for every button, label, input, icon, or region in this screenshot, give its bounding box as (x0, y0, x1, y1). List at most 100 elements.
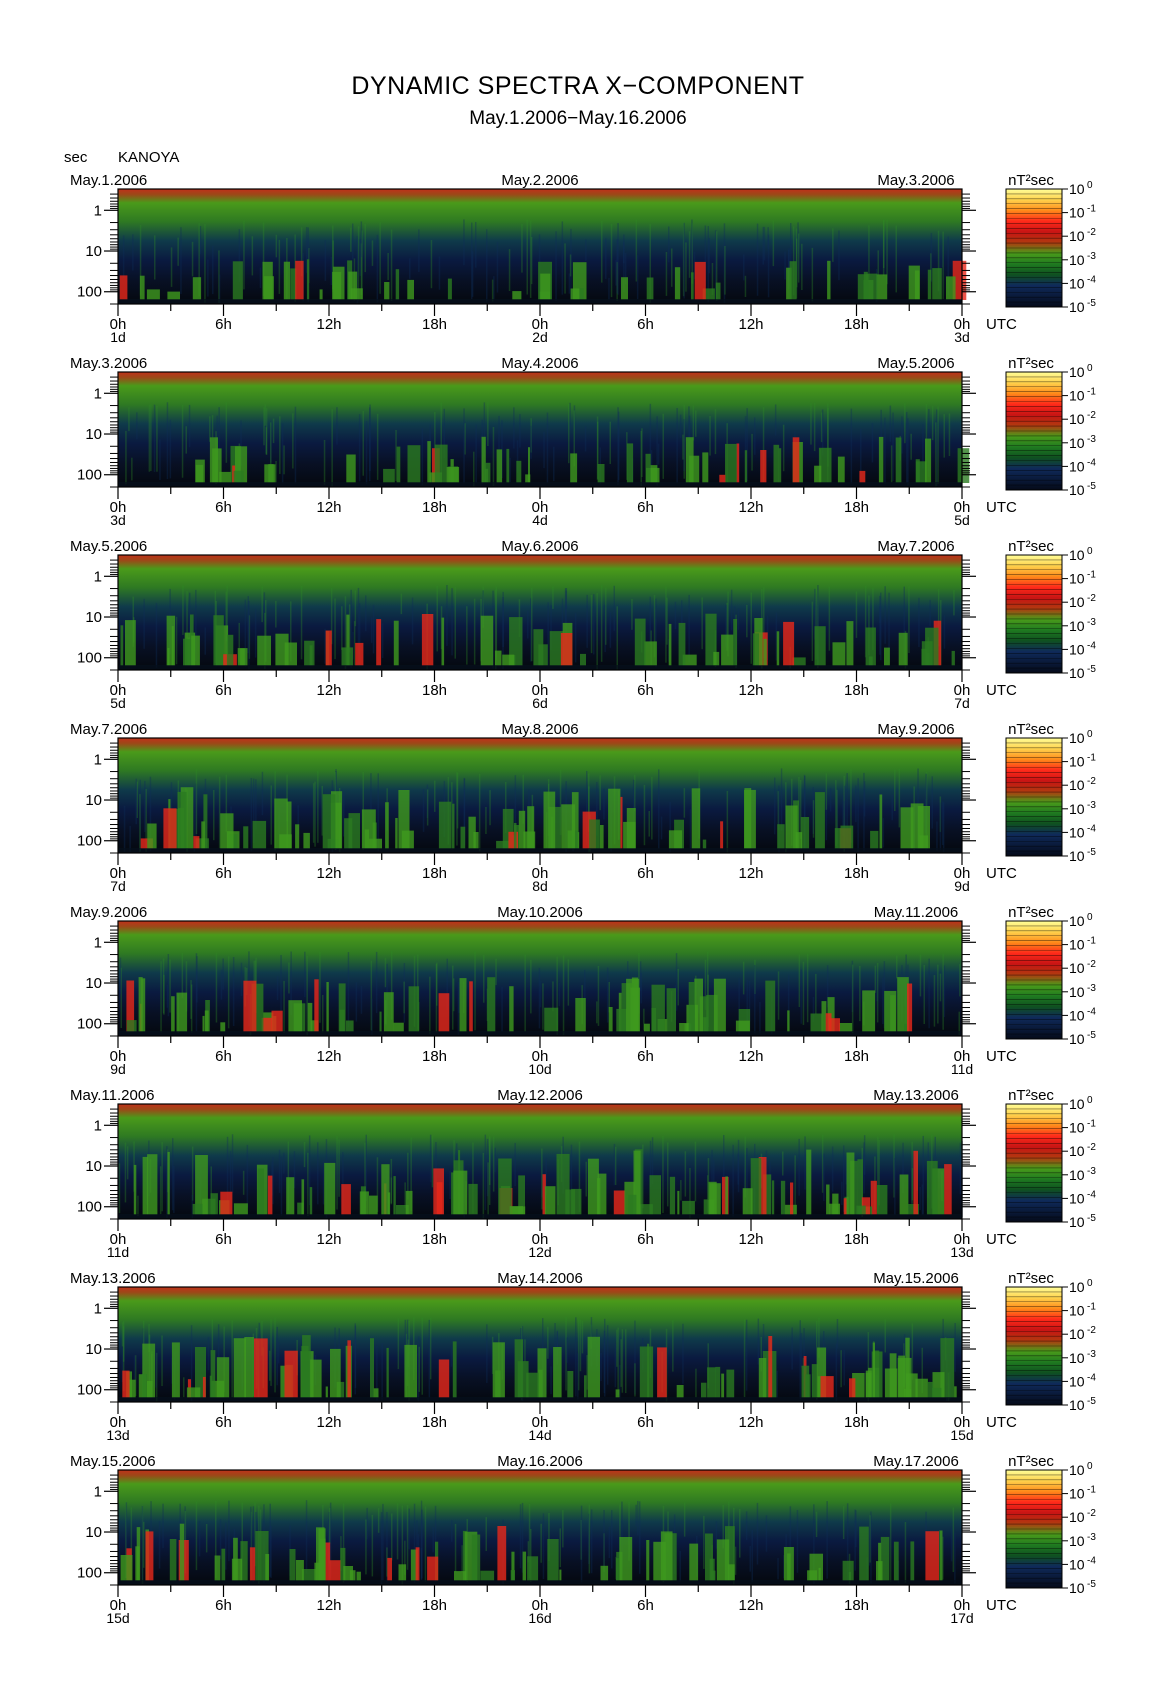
panel-3-colorbar-label: 10 (1069, 547, 1085, 563)
panel-2-texture (275, 461, 277, 483)
panel-8-burst (340, 1547, 346, 1581)
panel-7-texture (155, 1353, 157, 1388)
panel-5-date-end: May.11.2006 (874, 904, 959, 921)
panel-4-burst (502, 808, 514, 849)
panel-5-burst (379, 1011, 382, 1032)
panel-5-texture (738, 978, 740, 1035)
panel-2-texture (553, 446, 555, 482)
panel-8-texture (783, 1555, 785, 1579)
panel-5-colorbar-label: 10 (1069, 960, 1085, 976)
panel-1-texture (463, 219, 465, 266)
panel-5-burst (699, 996, 709, 1032)
panel-6-texture (191, 1146, 194, 1201)
panel-6-texture (173, 1166, 175, 1214)
panel-2-texture (935, 422, 937, 487)
panel-6-burst (771, 1180, 775, 1215)
panel-4-texture (255, 779, 257, 830)
panel-6-texture (287, 1141, 290, 1211)
chart-title: DYNAMIC SPECTRA X−COMPONENT (351, 72, 805, 100)
panel-7-burst (210, 1350, 216, 1398)
panel-4-burst (785, 805, 798, 849)
panel-3-texture (590, 594, 593, 654)
panel-7-burst (905, 1337, 910, 1398)
panel-3-texture (616, 606, 618, 670)
panel-7-texture (428, 1319, 431, 1398)
panel-4-texture (894, 769, 896, 811)
panel-3-texture (550, 605, 552, 650)
panel-6-burst (267, 1175, 273, 1215)
panel-5-texture (876, 973, 878, 1002)
panel-3-texture (674, 601, 677, 630)
panel-8-burst (619, 1537, 633, 1581)
panel-1-burst (295, 260, 304, 300)
panel-2-burst (597, 464, 605, 483)
panel-8-burst (427, 1556, 439, 1581)
panel-7-texture (816, 1320, 818, 1400)
panel-6-burst (436, 1182, 443, 1215)
panel-5-texture (798, 954, 801, 1007)
panel-5-texture (429, 976, 431, 1034)
panel-5-burst (688, 982, 695, 1032)
panel-6-texture (959, 1142, 962, 1195)
panel-7-texture (619, 1364, 621, 1399)
panel-1-texture (357, 226, 360, 301)
panel-5-texture (933, 975, 936, 1027)
panel-1-xtick-label: 12h (738, 316, 763, 333)
panel-2-colorbar-label: 10 (1069, 482, 1085, 498)
panel-8-burst (724, 1526, 735, 1581)
panel-4-xtick-label: 12h (738, 865, 763, 882)
panel-6-texture (336, 1136, 338, 1210)
panel-4-burst (361, 809, 376, 849)
panel-5-burst (679, 1023, 691, 1032)
panel-4-texture (599, 775, 601, 811)
panel-2-xtick-label: 12h (316, 499, 341, 516)
panel-7-texture (161, 1335, 163, 1386)
panel-8-texture (371, 1514, 374, 1577)
panel-8-texture (461, 1545, 463, 1573)
panel-6-texture (308, 1135, 311, 1205)
panel-1-texture (493, 276, 495, 300)
panel-5-burst (126, 980, 135, 1032)
panel-2-texture (568, 404, 570, 464)
panel-7-burst (373, 1388, 379, 1398)
panel-6-burst (233, 1203, 248, 1215)
panel-3-xtick-label: 12h (738, 682, 763, 699)
panel-8-texture (628, 1501, 630, 1561)
panel-2-texture (871, 423, 874, 463)
panel-7-burst (216, 1357, 230, 1398)
panel-2-texture (907, 418, 909, 486)
panel-2-xtick-label: 0h (110, 499, 127, 516)
panel-6-burst (926, 1160, 938, 1215)
panel-7-colorbar-label: 10 (1069, 1350, 1085, 1366)
panel-8-burst (322, 1542, 331, 1581)
panel-7-texture (604, 1318, 606, 1397)
panel-4-burst (274, 798, 288, 849)
panel-5-texture (562, 955, 565, 1036)
panel-1-texture (882, 219, 885, 276)
panel-8-texture (269, 1503, 271, 1577)
panel-2-burst (233, 470, 244, 483)
panel-6-day-mid: 12d (528, 1244, 551, 1260)
panel-8-texture (722, 1504, 724, 1549)
panel-1-texture (218, 274, 221, 304)
panel-4-texture (463, 778, 466, 846)
panel-5-xtick-label: 12h (738, 1048, 763, 1065)
panel-4-colorbar-exp: -3 (1087, 800, 1096, 811)
panel-5-texture (495, 958, 497, 986)
panel-7-texture (575, 1317, 577, 1397)
panel-5-colorbar-exp: -3 (1087, 983, 1096, 994)
panel-8-texture (527, 1541, 530, 1563)
panel-1-burst (348, 271, 358, 300)
panel-7-texture (707, 1343, 709, 1389)
panel-2-texture (225, 402, 228, 463)
panel-5-texture (163, 974, 165, 1015)
panel-1-texture (352, 223, 354, 260)
panel-1-texture (361, 230, 363, 300)
panel-3-texture (186, 591, 188, 658)
panel-1-texture (568, 273, 571, 294)
panel-6-colorbar-label: 10 (1069, 1190, 1085, 1206)
panel-8-burst (231, 1558, 243, 1581)
panel-5-burst (713, 978, 726, 1032)
panel-1-texture (275, 234, 278, 258)
panel-2-texture (827, 408, 829, 467)
